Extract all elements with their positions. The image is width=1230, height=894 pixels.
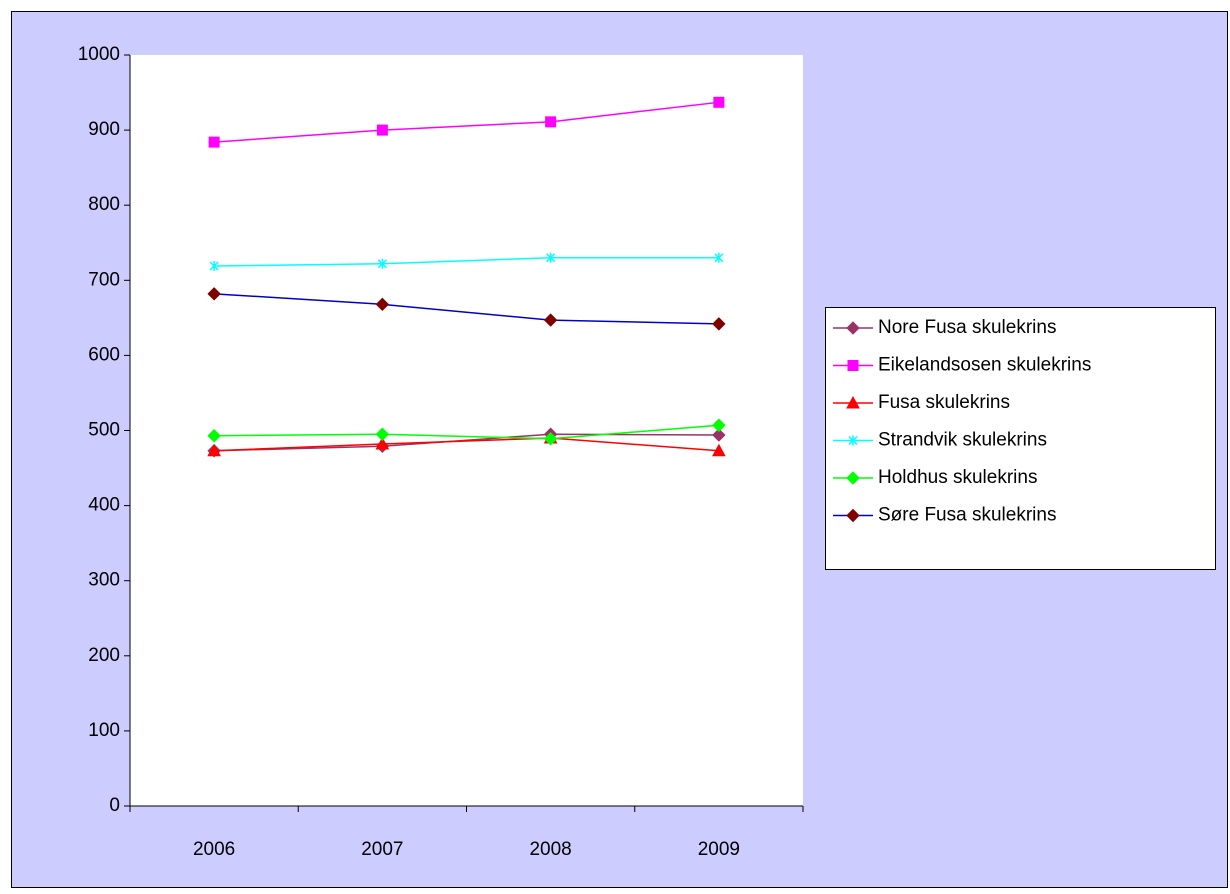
y-tick-label: 800 — [88, 194, 120, 215]
data-point — [377, 258, 387, 269]
series-line — [214, 257, 719, 267]
data-point — [545, 116, 557, 128]
data-point — [712, 418, 726, 432]
data-point — [375, 436, 390, 450]
legend-label: Strandvik skulekrins — [878, 430, 1047, 451]
data-point — [208, 136, 220, 148]
data-point — [207, 429, 221, 443]
data-point — [712, 428, 726, 442]
legend-marker — [846, 508, 860, 523]
data-point — [712, 317, 726, 331]
legend-label: Eikelandsosen skulekrins — [878, 355, 1091, 376]
legend-label: Fusa skulekrins — [878, 392, 1010, 413]
data-point — [712, 443, 726, 457]
y-tick-label: 500 — [88, 420, 120, 441]
y-tick-label: 200 — [88, 645, 120, 666]
data-point — [543, 432, 558, 446]
legend-label: Holdhus skulekrins — [878, 467, 1037, 488]
data-point — [543, 313, 558, 327]
series-line — [214, 101, 719, 143]
data-point — [546, 252, 556, 263]
series-line — [214, 293, 719, 325]
legend-marker — [846, 321, 860, 335]
x-tick-label: 2007 — [361, 839, 403, 860]
legend-label: Søre Fusa skulekrins — [878, 505, 1056, 526]
y-tick-label: 600 — [88, 344, 120, 365]
data-point — [375, 427, 390, 441]
y-tick-label: 100 — [88, 720, 120, 741]
y-tick-label: 0 — [109, 795, 120, 816]
legend-marker — [846, 471, 860, 485]
series-line — [214, 437, 719, 452]
data-point — [209, 261, 219, 272]
y-tick-label: 900 — [88, 119, 120, 140]
y-tick-label: 700 — [88, 269, 120, 290]
y-tick-label: 1000 — [78, 44, 120, 65]
plot-area — [130, 55, 803, 806]
series-line — [214, 424, 719, 440]
y-tick-label: 300 — [88, 570, 120, 591]
data-point — [714, 252, 724, 263]
data-point — [207, 287, 221, 301]
legend-label: Nore Fusa skulekrins — [878, 317, 1056, 338]
legend-marker — [848, 435, 858, 446]
x-tick-label: 2006 — [193, 839, 235, 860]
data-point — [376, 124, 388, 136]
legend-box — [825, 307, 1216, 570]
x-tick-label: 2008 — [529, 839, 571, 860]
y-tick-label: 400 — [88, 495, 120, 516]
legend-marker — [846, 395, 860, 409]
data-point — [375, 297, 390, 312]
legend-marker — [847, 360, 859, 371]
data-point — [207, 443, 221, 457]
x-tick-label: 2009 — [698, 839, 740, 860]
legend: Nore Fusa skulekrins Eikelandsosen skulek… — [825, 307, 1216, 570]
series-line — [214, 433, 719, 452]
data-point — [713, 96, 725, 108]
